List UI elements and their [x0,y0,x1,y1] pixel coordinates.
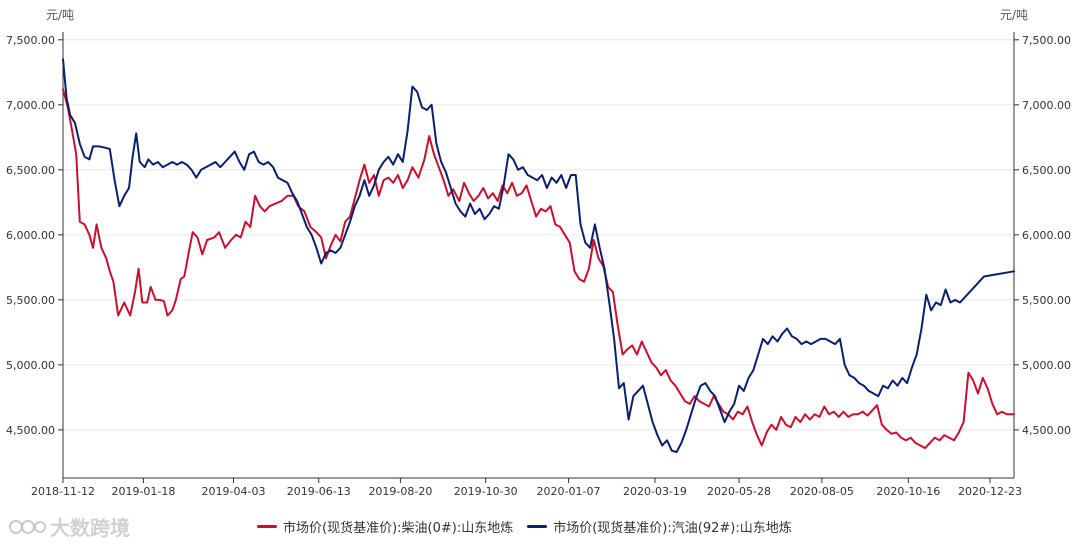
legend-swatch-diesel [257,525,277,528]
tick-labels: 4,500.00 4,500.00 5,000.00 5,000.00 5,500.00… [6,34,1071,498]
y-tick-label-left: 7,500.00 [6,34,55,47]
series-line-diesel [62,88,1015,450]
y-tick-label-left: 4,500.00 [6,424,55,437]
legend-swatch-gasoline [527,525,548,528]
x-tick-label: 2019-01-18 [111,485,175,498]
y-tick-label-right: 6,000.00 [1022,229,1071,242]
legend-label-gasoline: 市场价(现货基准价):汽油(92#):山东地炼 [553,521,792,536]
x-tick-label: 2019-04-03 [202,485,266,498]
grid-lines [63,39,1014,431]
legend-label-diesel: 市场价(现货基准价):柴油(0#):山东地炼 [283,521,514,536]
series-line-gasoline [62,58,1015,453]
x-tick-label: 2020-01-07 [537,485,601,498]
y-tick-label-right: 5,500.00 [1022,294,1071,307]
legend-item-diesel[interactable]: 市场价(现货基准价):柴油(0#):山东地炼 [257,517,513,536]
x-tick-label: 2020-03-19 [623,485,687,498]
legend-item-gasoline[interactable]: 市场价(现货基准价):汽油(92#):山东地炼 [527,517,792,536]
y-tick-label-left: 6,500.00 [6,164,55,177]
watermark: 大数跨境 [8,512,130,541]
y-tick-label-right: 5,000.00 [1022,359,1071,372]
watermark-logo-icon [9,519,46,534]
y-tick-label-left: 7,000.00 [6,99,55,112]
y-tick-label-left: 6,000.00 [6,229,55,242]
x-tick-label: 2020-08-05 [790,485,854,498]
x-tick-label: 2019-06-13 [287,485,351,498]
right-axis-unit: 元/吨 [999,8,1028,22]
x-tick-label: 2020-05-28 [707,485,771,498]
watermark-text: 大数跨境 [50,516,130,540]
axes [58,32,1019,483]
series-lines [62,58,1015,453]
y-tick-label-left: 5,500.00 [6,294,55,307]
x-tick-label: 2020-12-23 [958,485,1022,498]
x-tick-label: 2019-10-30 [454,485,518,498]
y-tick-label-right: 7,000.00 [1022,99,1071,112]
left-axis-unit: 元/吨 [46,8,75,22]
x-tick-label: 2018-11-12 [31,485,95,498]
y-tick-label-left: 5,000.00 [6,359,55,372]
x-tick-label: 2019-08-20 [368,485,432,498]
y-tick-label-right: 7,500.00 [1022,34,1071,47]
y-tick-label-right: 6,500.00 [1022,164,1071,177]
x-tick-label: 2020-10-16 [876,485,940,498]
legend: 市场价(现货基准价):柴油(0#):山东地炼 市场价(现货基准价):汽油(92#… [257,517,792,536]
y-tick-label-right: 4,500.00 [1022,424,1071,437]
